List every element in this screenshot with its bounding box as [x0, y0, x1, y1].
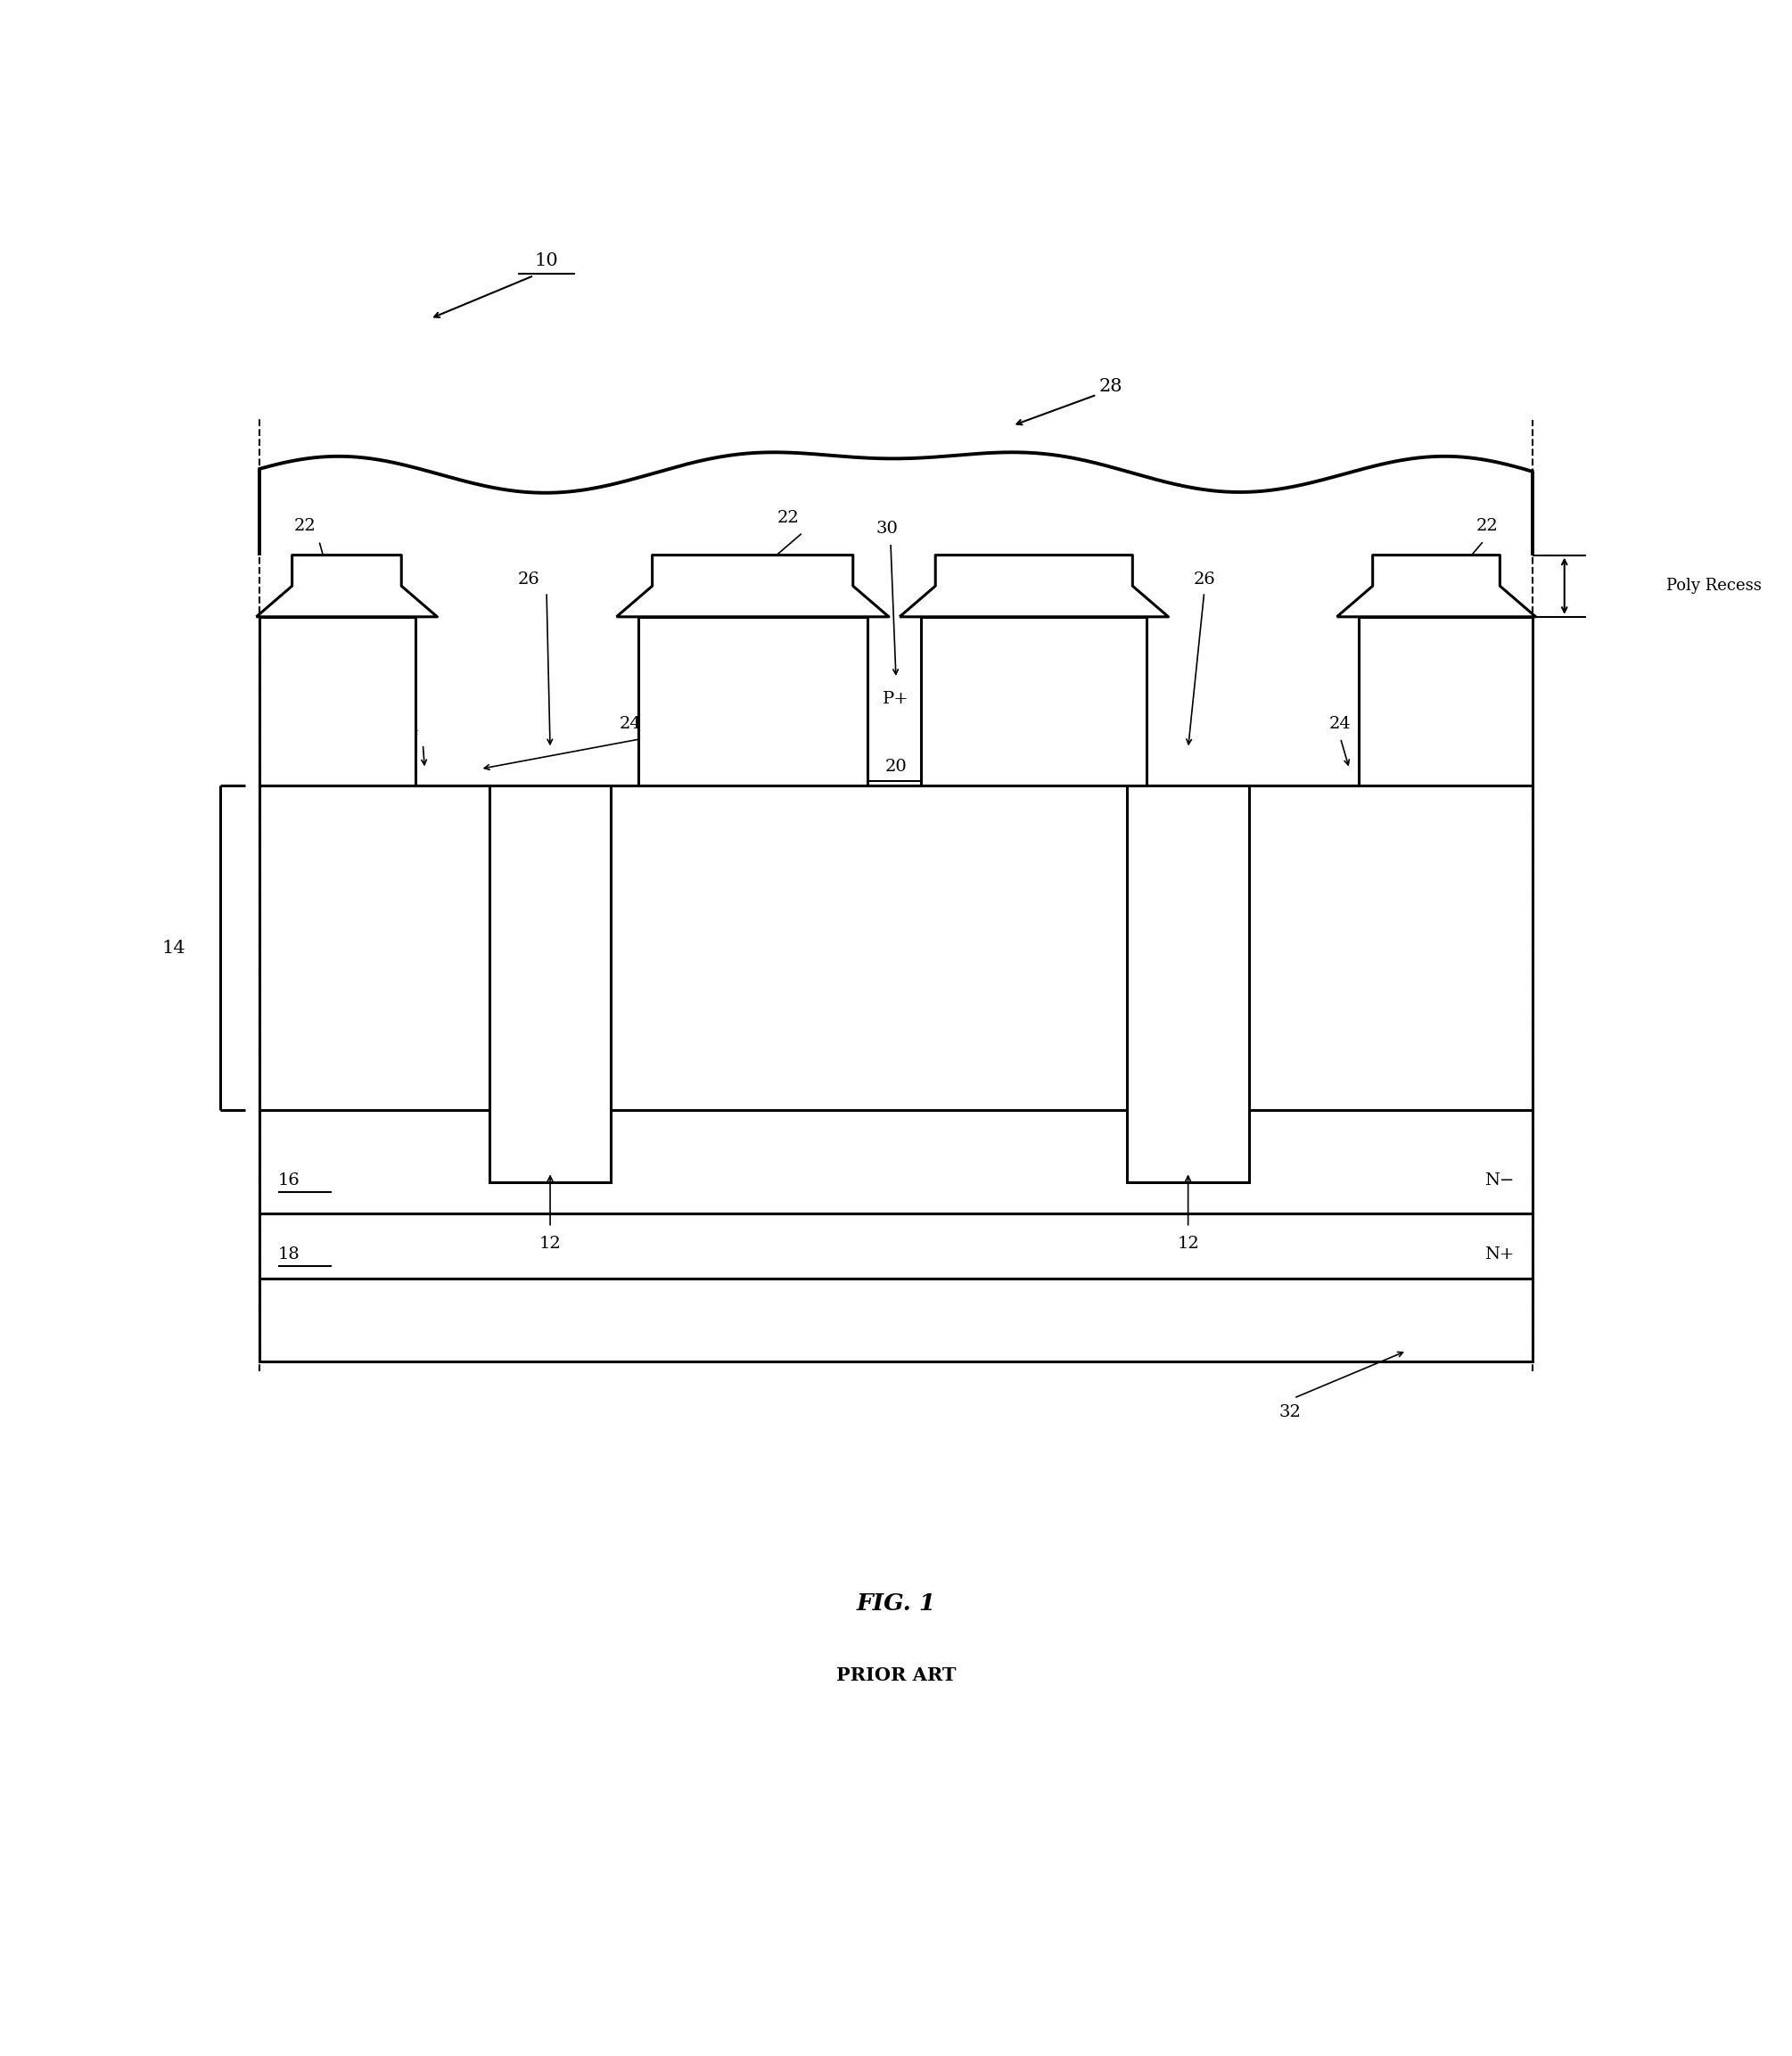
Text: N+: N+	[1430, 693, 1460, 709]
Text: 22: 22	[294, 518, 315, 535]
Text: 22: 22	[1477, 518, 1498, 535]
Text: N+: N+	[323, 693, 353, 709]
Text: 18: 18	[278, 1246, 299, 1262]
Text: 12: 12	[1177, 1236, 1199, 1252]
Text: 20: 20	[885, 759, 907, 775]
Bar	[1358, 617, 1532, 785]
Bar	[260, 617, 416, 785]
Bar	[260, 1213, 1532, 1279]
Text: 10: 10	[534, 253, 559, 269]
Text: 12: 12	[539, 1236, 561, 1252]
Text: 24: 24	[398, 722, 419, 738]
Bar	[1127, 785, 1249, 1182]
Text: N+: N+	[1020, 693, 1048, 709]
Bar	[638, 617, 867, 785]
Bar	[260, 1110, 1532, 1213]
Text: P−: P−	[758, 736, 783, 752]
Bar	[921, 617, 1147, 785]
Text: 16: 16	[278, 1172, 299, 1188]
Polygon shape	[616, 555, 889, 617]
Text: 20: 20	[1423, 726, 1444, 742]
Text: N+: N+	[1484, 1246, 1514, 1262]
Polygon shape	[256, 555, 437, 617]
Text: N−: N−	[1484, 1172, 1514, 1188]
Text: 26: 26	[1193, 572, 1215, 588]
Polygon shape	[1337, 555, 1536, 617]
Bar	[489, 785, 611, 1182]
Text: N+: N+	[738, 693, 767, 709]
Bar	[260, 785, 1532, 1110]
Text: 24: 24	[1330, 715, 1351, 732]
Text: 20: 20	[317, 726, 339, 742]
Bar	[260, 1279, 1532, 1361]
Text: FIG. 1: FIG. 1	[857, 1593, 935, 1614]
Text: 24: 24	[1050, 715, 1072, 732]
Text: 24: 24	[620, 715, 642, 732]
Text: 14: 14	[161, 940, 186, 956]
Text: P+: P+	[883, 691, 909, 707]
Text: PRIOR ART: PRIOR ART	[837, 1667, 955, 1684]
Text: Poly Recess: Poly Recess	[1667, 578, 1762, 594]
Polygon shape	[900, 555, 1168, 617]
Text: 30: 30	[876, 520, 898, 537]
Text: 22: 22	[778, 510, 799, 526]
Text: 26: 26	[518, 572, 539, 588]
Text: 32: 32	[1279, 1404, 1301, 1421]
Text: 28: 28	[1098, 378, 1124, 395]
